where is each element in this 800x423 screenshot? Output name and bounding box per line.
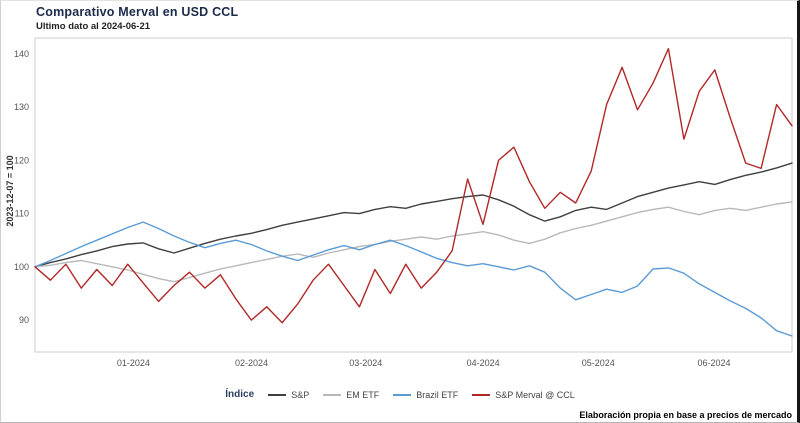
- svg-text:05-2024: 05-2024: [582, 358, 615, 368]
- chart-header: Comparativo Merval en USD CCL Ultimo dat…: [36, 5, 238, 32]
- svg-text:120: 120: [14, 155, 29, 165]
- chart-subtitle: Ultimo dato al 2024-06-21: [36, 21, 151, 32]
- svg-text:01-2024: 01-2024: [117, 358, 150, 368]
- legend-title: Índice: [225, 389, 255, 400]
- legend-label-merval-ccl: S&P Merval @ CCL: [495, 389, 575, 400]
- svg-text:03-2024: 03-2024: [349, 358, 382, 368]
- brazil-etf-line-swatch: [393, 393, 412, 396]
- svg-text:02-2024: 02-2024: [235, 358, 268, 368]
- legend-item-merval-ccl: S&P Merval @ CCL: [472, 390, 575, 400]
- legend-label-em-etf: EM ETF: [346, 389, 380, 400]
- chart-title: Comparativo Merval en USD CCL: [36, 5, 239, 19]
- legend-item-brazil-etf: Brazil ETF: [393, 390, 458, 400]
- legend-item-sp: S&P: [268, 390, 309, 400]
- legend-label-brazil-etf: Brazil ETF: [416, 389, 459, 400]
- svg-text:06-2024: 06-2024: [698, 358, 731, 368]
- svg-text:100: 100: [14, 262, 29, 272]
- merval-ccl-line-swatch: [472, 393, 491, 396]
- em-etf-line-swatch: [323, 393, 342, 396]
- line-chart-plot: 90 100 110 120 130 140 01-2024 02-2024 03-2024 04…: [14, 37, 793, 368]
- svg-text:110: 110: [15, 209, 29, 219]
- svg-text:90: 90: [19, 315, 29, 325]
- legend-label-sp: S&P: [291, 389, 310, 400]
- svg-text:04-2024: 04-2024: [467, 358, 500, 368]
- sp-line-swatch: [268, 393, 287, 396]
- svg-text:130: 130: [14, 102, 29, 112]
- chart-legend: Índice S&P EM ETF Brazil ETF S&P Merval …: [0, 389, 800, 400]
- svg-text:140: 140: [14, 49, 29, 59]
- source-note: Elaboración propia en base a precios de …: [579, 410, 792, 420]
- legend-item-em-etf: EM ETF: [323, 390, 379, 400]
